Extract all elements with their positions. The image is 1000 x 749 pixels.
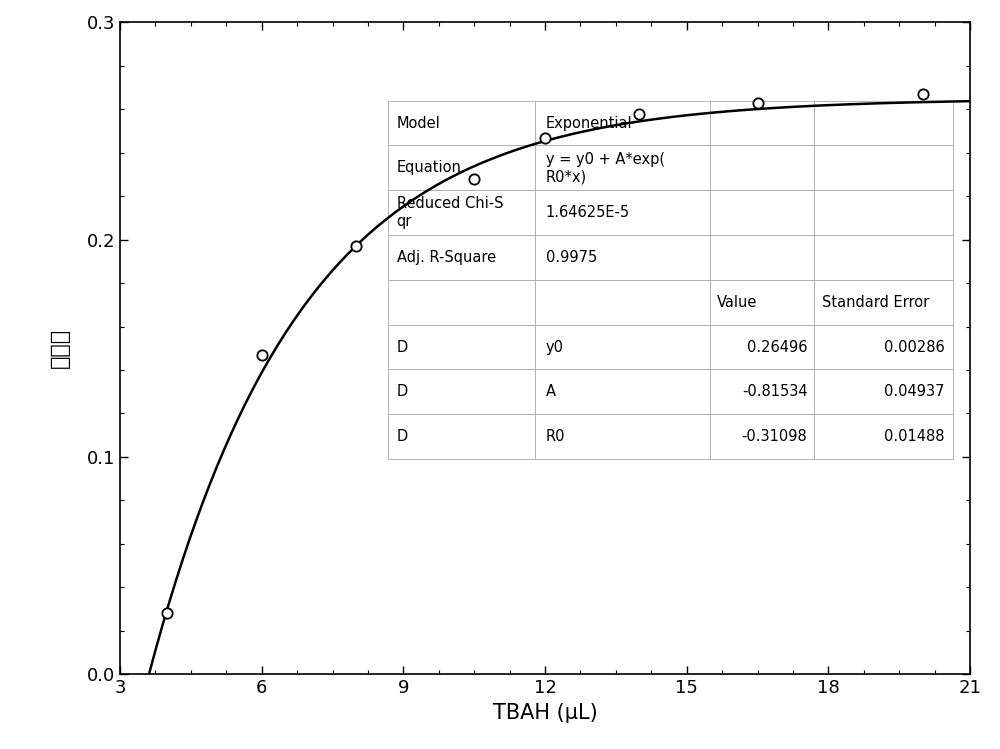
Point bbox=[631, 108, 647, 120]
Point bbox=[348, 240, 364, 252]
Point bbox=[466, 173, 482, 185]
Point bbox=[750, 97, 766, 109]
Point bbox=[159, 607, 175, 619]
Y-axis label: 吸光値: 吸光値 bbox=[50, 328, 70, 369]
Point bbox=[915, 88, 931, 100]
X-axis label: TBAH (μL): TBAH (μL) bbox=[493, 703, 597, 723]
Point bbox=[537, 132, 553, 144]
Point bbox=[254, 349, 270, 361]
